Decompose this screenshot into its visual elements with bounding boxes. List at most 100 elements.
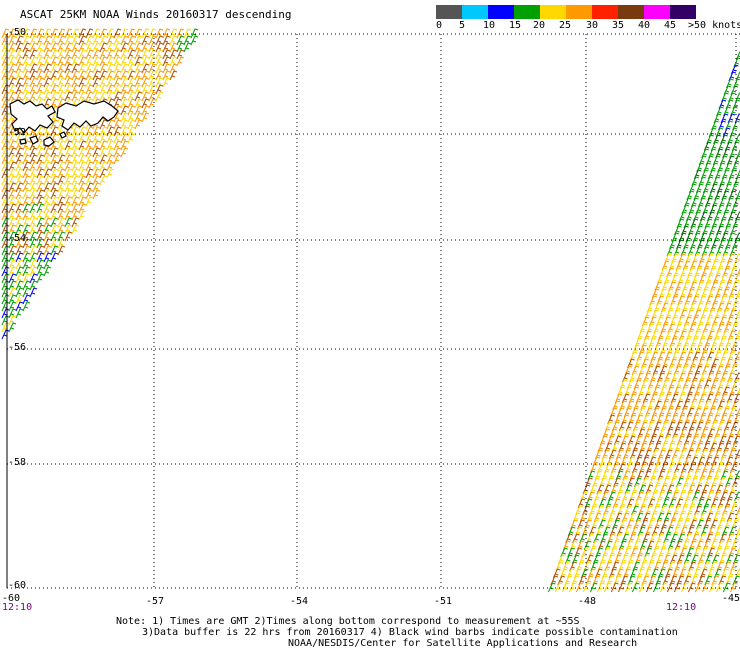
wind-barb xyxy=(57,245,66,256)
wind-barb xyxy=(587,491,595,502)
wind-barb xyxy=(643,491,651,502)
wind-barb xyxy=(620,575,629,586)
wind-barb xyxy=(720,113,729,124)
wind-barb xyxy=(679,211,687,222)
wind-barb xyxy=(676,218,685,229)
wind-barb xyxy=(695,421,704,432)
wind-barb xyxy=(71,147,80,158)
wind-barb xyxy=(675,400,683,411)
wind-barb xyxy=(615,449,624,460)
wind-barb xyxy=(725,99,734,110)
wind-barb xyxy=(736,387,740,397)
wind-barb xyxy=(99,42,108,53)
wind-barb xyxy=(71,63,80,74)
wind-barb xyxy=(676,554,685,565)
wind-barb xyxy=(614,512,623,523)
wind-barb xyxy=(106,49,115,60)
wind-barb xyxy=(597,442,606,453)
wind-barb xyxy=(664,449,673,460)
wind-barb xyxy=(690,316,699,327)
wind-barb xyxy=(644,428,652,439)
wind-barb xyxy=(730,561,738,572)
wind-barb xyxy=(99,35,108,46)
wind-barb xyxy=(99,84,108,95)
wind-barb xyxy=(22,301,31,312)
wind-barb xyxy=(687,463,696,474)
wind-barb xyxy=(706,330,715,341)
wind-barb xyxy=(702,442,711,453)
wind-barb xyxy=(733,274,740,285)
wind-barb xyxy=(675,379,684,390)
wind-barb xyxy=(699,253,707,264)
wind-barb xyxy=(696,519,704,530)
wind-barb xyxy=(8,161,17,172)
wind-barb xyxy=(581,547,589,558)
wind-barb xyxy=(127,56,136,67)
wind-barb xyxy=(599,575,608,586)
wind-barb xyxy=(22,140,31,151)
wind-barb xyxy=(715,365,724,376)
wind-barb xyxy=(113,126,122,137)
wind-barb xyxy=(717,281,725,292)
wind-barb xyxy=(8,175,17,186)
wind-barb xyxy=(720,351,729,362)
wind-barb xyxy=(29,35,38,46)
wind-barb xyxy=(29,63,38,74)
wind-barb xyxy=(8,245,17,256)
wind-barb xyxy=(656,414,664,425)
wind-barb xyxy=(574,526,583,537)
wind-barb xyxy=(721,407,730,418)
wind-barb xyxy=(732,575,740,586)
wind-barb xyxy=(618,442,627,453)
wind-barb xyxy=(655,575,664,586)
wind-barb xyxy=(592,456,601,467)
wind-barb xyxy=(706,253,714,264)
wind-barb xyxy=(723,561,731,572)
wind-barb xyxy=(78,28,87,39)
wind-barb xyxy=(690,456,699,467)
wind-barb xyxy=(22,42,31,53)
wind-barb xyxy=(57,49,66,60)
wind-barb xyxy=(732,218,740,229)
wind-barb xyxy=(99,126,108,137)
wind-barb xyxy=(29,252,38,263)
wind-barb xyxy=(602,547,610,558)
wind-barb xyxy=(688,302,697,313)
wind-barb xyxy=(591,519,599,530)
wind-barb xyxy=(589,505,597,516)
wind-barb xyxy=(705,176,713,187)
wind-barb xyxy=(653,344,661,355)
wind-barb xyxy=(636,372,644,383)
wind-barb xyxy=(728,428,736,439)
wind-barb xyxy=(162,56,171,67)
wind-barb xyxy=(36,84,45,95)
wind-barb xyxy=(120,119,129,130)
wind-barb xyxy=(106,28,115,39)
wind-barb xyxy=(36,154,45,165)
wind-barb xyxy=(650,351,659,362)
wind-barb xyxy=(50,119,59,130)
wind-barb xyxy=(600,512,609,523)
wind-barb xyxy=(676,456,685,467)
wind-barb xyxy=(686,190,695,201)
wind-barb xyxy=(624,463,633,474)
wind-barb xyxy=(648,477,656,488)
wind-barb xyxy=(593,533,601,544)
wind-barb xyxy=(85,35,94,46)
wind-barb xyxy=(560,547,568,558)
wind-barb xyxy=(8,84,17,95)
wind-barb xyxy=(43,224,52,235)
wind-barb xyxy=(176,42,185,53)
wind-barb xyxy=(600,533,608,544)
wind-barb xyxy=(717,162,725,173)
wind-barb xyxy=(609,526,618,537)
wind-barb xyxy=(642,512,651,523)
wind-barb xyxy=(649,533,657,544)
wind-barb xyxy=(50,224,59,235)
wind-barb xyxy=(706,568,715,579)
wind-barb xyxy=(728,526,737,537)
wind-barb xyxy=(683,197,692,208)
wind-barb xyxy=(714,309,723,320)
wind-barb xyxy=(176,35,185,46)
wind-barb xyxy=(654,281,662,292)
